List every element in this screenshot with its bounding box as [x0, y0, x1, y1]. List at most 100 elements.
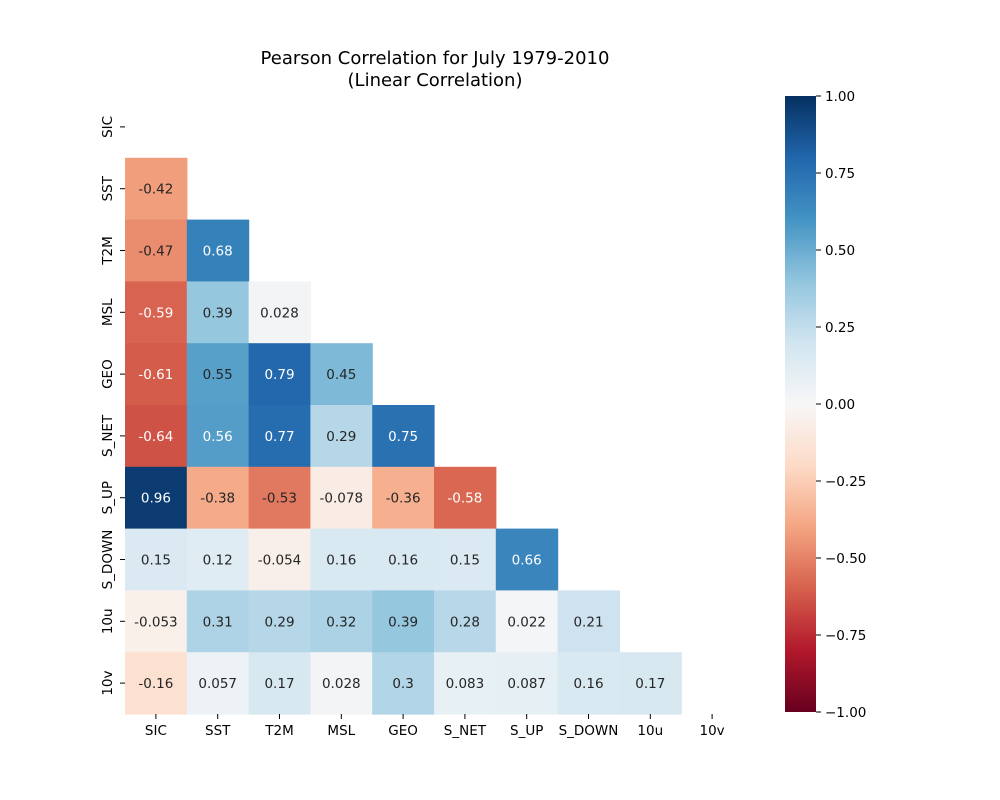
- heatmap-cell: [186, 281, 250, 344]
- heatmap-cell: [125, 219, 188, 282]
- heatmap-cell: [186, 466, 250, 530]
- colorbar: −1.00 −0.75 −0.50 −0.25 0.00 0.25 0.50 0.75 1.00: [785, 89, 866, 721]
- heatmap-cell: [248, 281, 311, 344]
- cell-value-label: 0.96: [141, 491, 171, 507]
- cell-value-label: -0.64: [138, 429, 173, 445]
- heatmap-cell: [372, 405, 435, 468]
- heatmap-cell: [125, 466, 188, 530]
- heatmap-cells: -0.42 -0.47 0.68 -0.59 0.39 0.028 -0.61 0.55 0.7…: [125, 157, 682, 715]
- cell-value-label: -0.16: [138, 676, 173, 692]
- heatmap-cell: [310, 343, 373, 406]
- cell-value-label: 0.16: [573, 676, 603, 692]
- colorbar-tick-label: −0.50: [825, 551, 866, 567]
- heatmap-cell: [495, 590, 559, 653]
- cell-value-label: 0.79: [264, 367, 294, 383]
- heatmap-cell: [495, 652, 559, 715]
- heatmap-cell: [248, 652, 311, 715]
- colorbar-tick-label: 0.50: [825, 243, 855, 259]
- cell-value-label: 0.39: [203, 305, 233, 321]
- heatmap-cell: [310, 590, 373, 653]
- heatmap-cell: [310, 405, 373, 468]
- heatmap-cell: [434, 466, 497, 530]
- cell-value-label: 0.28: [450, 614, 480, 630]
- cell-value-label: -0.61: [138, 367, 173, 383]
- y-tick-label: SIC: [100, 116, 116, 138]
- heatmap-cell: [372, 652, 435, 715]
- heatmap-cell: [434, 590, 497, 653]
- cell-value-label: 0.15: [141, 553, 171, 569]
- heatmap-cell: [372, 590, 435, 653]
- y-tick-label: MSL: [100, 298, 116, 326]
- heatmap-cell: [125, 281, 188, 344]
- colorbar-tick-label: −1.00: [825, 705, 866, 721]
- heatmap-cell: [495, 528, 559, 591]
- cell-value-label: 0.32: [326, 614, 356, 630]
- heatmap-cell: [310, 466, 373, 530]
- x-tick-label: T2M: [264, 723, 293, 739]
- cell-value-label: -0.42: [138, 182, 173, 198]
- cell-value-label: 0.15: [450, 553, 480, 569]
- heatmap-cell: [310, 528, 373, 591]
- heatmap-cell: [248, 590, 311, 653]
- cell-value-label: -0.59: [138, 305, 173, 321]
- cell-value-label: 0.083: [446, 676, 485, 692]
- colorbar-gradient: [785, 96, 816, 712]
- heatmap-cell: [186, 405, 250, 468]
- cell-value-label: -0.58: [447, 491, 482, 507]
- heatmap-cell: [310, 652, 373, 715]
- heatmap-cell: [434, 652, 497, 715]
- cell-value-label: -0.054: [258, 553, 302, 569]
- cell-value-label: 0.75: [388, 429, 418, 445]
- y-tick-label: GEO: [100, 359, 116, 389]
- y-tick-label: S_UP: [100, 481, 116, 514]
- x-tick-label: S_NET: [444, 723, 487, 739]
- heatmap-cell: [125, 405, 188, 468]
- cell-value-label: 0.29: [326, 429, 356, 445]
- cell-value-label: -0.36: [386, 491, 421, 507]
- colorbar-tick-label: 1.00: [825, 89, 855, 105]
- cell-value-label: -0.053: [134, 614, 178, 630]
- y-tick-label: 10u: [100, 608, 116, 634]
- heatmap-axes: SIC SIC SST SST T2M T2M MSL MSL GEO GEO S_NET S_NET…: [100, 116, 725, 739]
- y-tick-label: 10v: [100, 671, 116, 696]
- heatmap-cell: [619, 652, 682, 715]
- cell-value-label: 0.77: [264, 429, 294, 445]
- heatmap-cell: [557, 652, 620, 715]
- colorbar-tick-label: 0.75: [825, 166, 855, 182]
- x-tick-label: SIC: [145, 723, 167, 739]
- y-tick-label: S_DOWN: [100, 530, 116, 590]
- cell-value-label: 0.022: [507, 614, 546, 630]
- heatmap-cell: [125, 343, 188, 406]
- chart-title-line-2: (Linear Correlation): [347, 70, 523, 91]
- cell-value-label: 0.3: [392, 676, 413, 692]
- x-tick-label: 10u: [637, 723, 663, 739]
- y-tick-label: T2M: [100, 236, 116, 265]
- cell-value-label: -0.078: [320, 491, 364, 507]
- heatmap-cell: [186, 528, 250, 591]
- cell-value-label: 0.12: [203, 553, 233, 569]
- heatmap-cell: [248, 466, 311, 530]
- chart-title-line-1: Pearson Correlation for July 1979-2010: [260, 48, 610, 69]
- heatmap-cell: [186, 343, 250, 406]
- heatmap-cell: [125, 528, 188, 591]
- cell-value-label: 0.17: [635, 676, 665, 692]
- heatmap-cell: [186, 590, 250, 653]
- y-tick-label: SST: [100, 175, 116, 201]
- cell-value-label: 0.028: [322, 676, 361, 692]
- heatmap-cell: [372, 466, 435, 530]
- cell-value-label: 0.45: [326, 367, 356, 383]
- cell-value-label: 0.21: [573, 614, 603, 630]
- heatmap-cell: [434, 528, 497, 591]
- cell-value-label: 0.66: [512, 553, 542, 569]
- cell-value-label: 0.39: [388, 614, 418, 630]
- cell-value-label: -0.53: [262, 491, 297, 507]
- heatmap-cell: [186, 219, 250, 282]
- cell-value-label: 0.057: [198, 676, 237, 692]
- cell-value-label: 0.16: [326, 553, 356, 569]
- x-tick-label: 10v: [700, 723, 725, 739]
- heatmap-cell: [125, 652, 188, 715]
- colorbar-tick-label: 0.00: [825, 397, 855, 413]
- x-tick-label: S_UP: [510, 723, 543, 739]
- cell-value-label: 0.31: [203, 614, 233, 630]
